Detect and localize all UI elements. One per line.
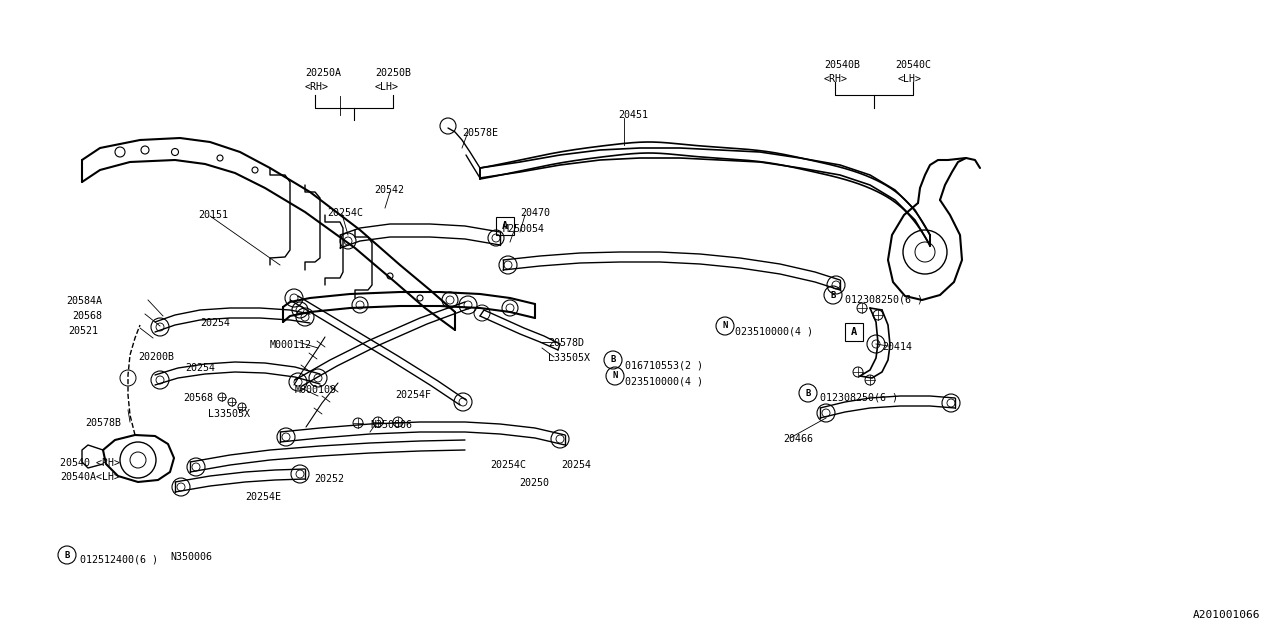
Text: 20568: 20568	[72, 311, 102, 321]
Text: 20254E: 20254E	[244, 492, 282, 502]
Text: 20250A: 20250A	[305, 68, 340, 78]
Text: B: B	[64, 550, 69, 559]
Text: 20254C: 20254C	[326, 208, 364, 218]
Text: 20578E: 20578E	[462, 128, 498, 138]
Text: 20252: 20252	[314, 474, 344, 484]
Bar	[845, 323, 863, 341]
Text: 20578B: 20578B	[84, 418, 122, 428]
Text: 20414: 20414	[882, 342, 911, 352]
Text: 20584A: 20584A	[67, 296, 102, 306]
Text: 20470: 20470	[520, 208, 550, 218]
Text: N350006: N350006	[170, 552, 212, 562]
Text: 20542: 20542	[374, 185, 404, 195]
Text: 20254: 20254	[186, 363, 215, 373]
Text: 023510000(4 ): 023510000(4 )	[625, 376, 703, 386]
Text: 20200B: 20200B	[138, 352, 174, 362]
Text: <LH>: <LH>	[899, 74, 922, 84]
Text: L33505X: L33505X	[548, 353, 590, 363]
Text: 20540B: 20540B	[824, 60, 860, 70]
Text: 20254F: 20254F	[396, 390, 431, 400]
Text: M250054: M250054	[503, 224, 545, 234]
Text: 20568: 20568	[183, 393, 212, 403]
Text: 20250B: 20250B	[375, 68, 411, 78]
Text: 012308250(6 ): 012308250(6 )	[845, 295, 923, 305]
Text: 20254: 20254	[200, 318, 230, 328]
Text: A: A	[851, 327, 858, 337]
Text: 023510000(4 ): 023510000(4 )	[735, 326, 813, 336]
Text: 20540A<LH>: 20540A<LH>	[60, 472, 120, 482]
Text: 20451: 20451	[618, 110, 648, 120]
Text: A201001066: A201001066	[1193, 610, 1260, 620]
Text: A: A	[502, 221, 508, 231]
Text: 20151: 20151	[198, 210, 228, 220]
Text: N: N	[612, 371, 618, 381]
Text: 20250: 20250	[518, 478, 549, 488]
Text: 016710553(2 ): 016710553(2 )	[625, 360, 703, 370]
Text: 20521: 20521	[68, 326, 99, 336]
Text: 20540C: 20540C	[895, 60, 931, 70]
Text: N: N	[722, 321, 728, 330]
Text: B: B	[831, 291, 836, 300]
Text: 20540 <RH>: 20540 <RH>	[60, 458, 120, 468]
Text: M000109: M000109	[294, 385, 337, 395]
Text: <RH>: <RH>	[824, 74, 849, 84]
Text: B: B	[611, 355, 616, 365]
Text: 20254C: 20254C	[490, 460, 526, 470]
Text: B: B	[805, 388, 810, 397]
Text: 20254: 20254	[561, 460, 591, 470]
Text: L33505X: L33505X	[207, 409, 250, 419]
Bar	[497, 217, 515, 235]
Text: 012512400(6 ): 012512400(6 )	[79, 555, 157, 565]
Text: 012308250(6 ): 012308250(6 )	[820, 393, 899, 403]
Text: 20466: 20466	[783, 434, 813, 444]
Text: 20578D: 20578D	[548, 338, 584, 348]
Text: M000112: M000112	[270, 340, 312, 350]
Text: N350006: N350006	[370, 420, 412, 430]
Text: <RH>: <RH>	[305, 82, 329, 92]
Text: <LH>: <LH>	[375, 82, 399, 92]
